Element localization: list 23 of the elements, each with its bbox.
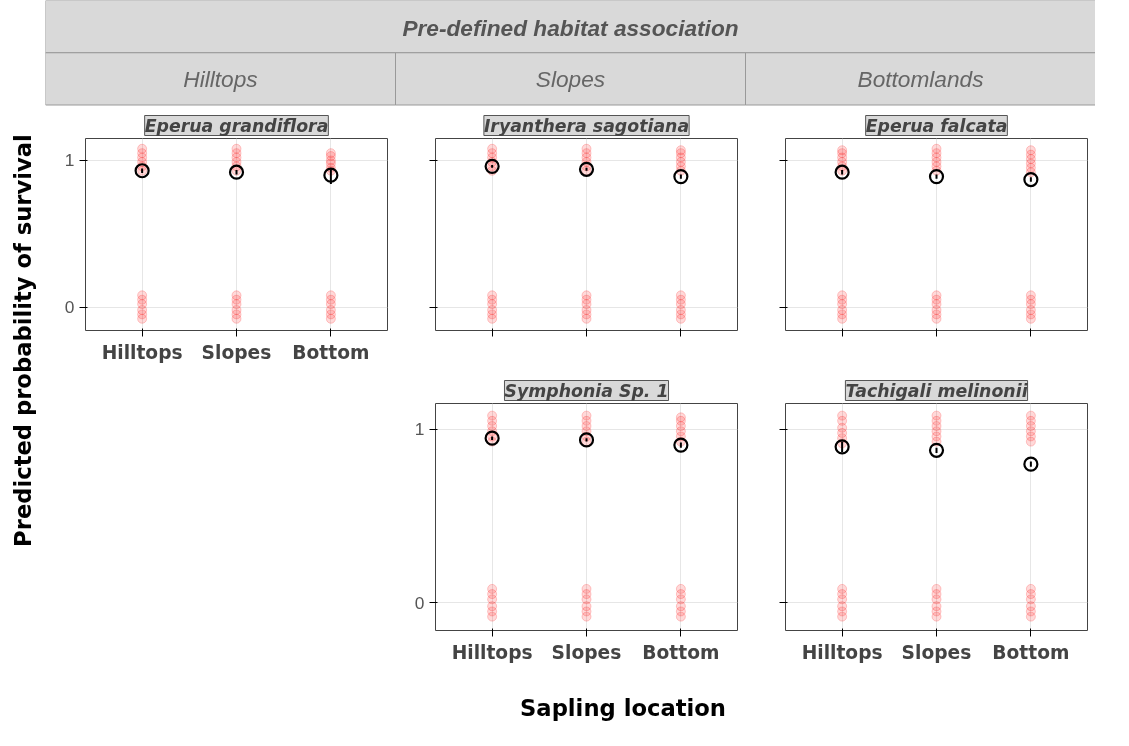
y-tick-label: 0 <box>64 297 75 318</box>
x-tick-label: Bottom <box>292 341 370 363</box>
text: Pre-defined habitat association <box>402 15 739 41</box>
category-label: Bottomlands <box>857 66 984 93</box>
x-tick-label: Slopes <box>201 341 272 363</box>
category-label: Hilltops <box>183 66 258 93</box>
chart-title: Eperua grandiflora <box>144 115 329 136</box>
x-tick-label: Hilltops <box>451 641 533 663</box>
x-tick-label: Slopes <box>551 641 622 663</box>
y-tick-label: 1 <box>414 419 425 440</box>
y-tick-label: 0 <box>414 592 425 613</box>
x-tick-label: Bottom <box>992 641 1070 663</box>
text: Sapling location <box>520 695 726 721</box>
y-tick-label: 1 <box>64 150 75 171</box>
chart-title: Eperua falcata <box>865 115 1008 136</box>
text: Predicted probability of survival <box>10 134 36 547</box>
category-label: Slopes <box>535 66 606 93</box>
chart-title: Iryanthera sagotiana <box>483 115 690 136</box>
x-tick-label: Hilltops <box>101 341 183 363</box>
chart-title: Symphonia Sp. 1 <box>504 380 669 401</box>
x-tick-label: Bottom <box>642 641 720 663</box>
x-tick-label: Hilltops <box>801 641 883 663</box>
x-tick-label: Slopes <box>901 641 972 663</box>
